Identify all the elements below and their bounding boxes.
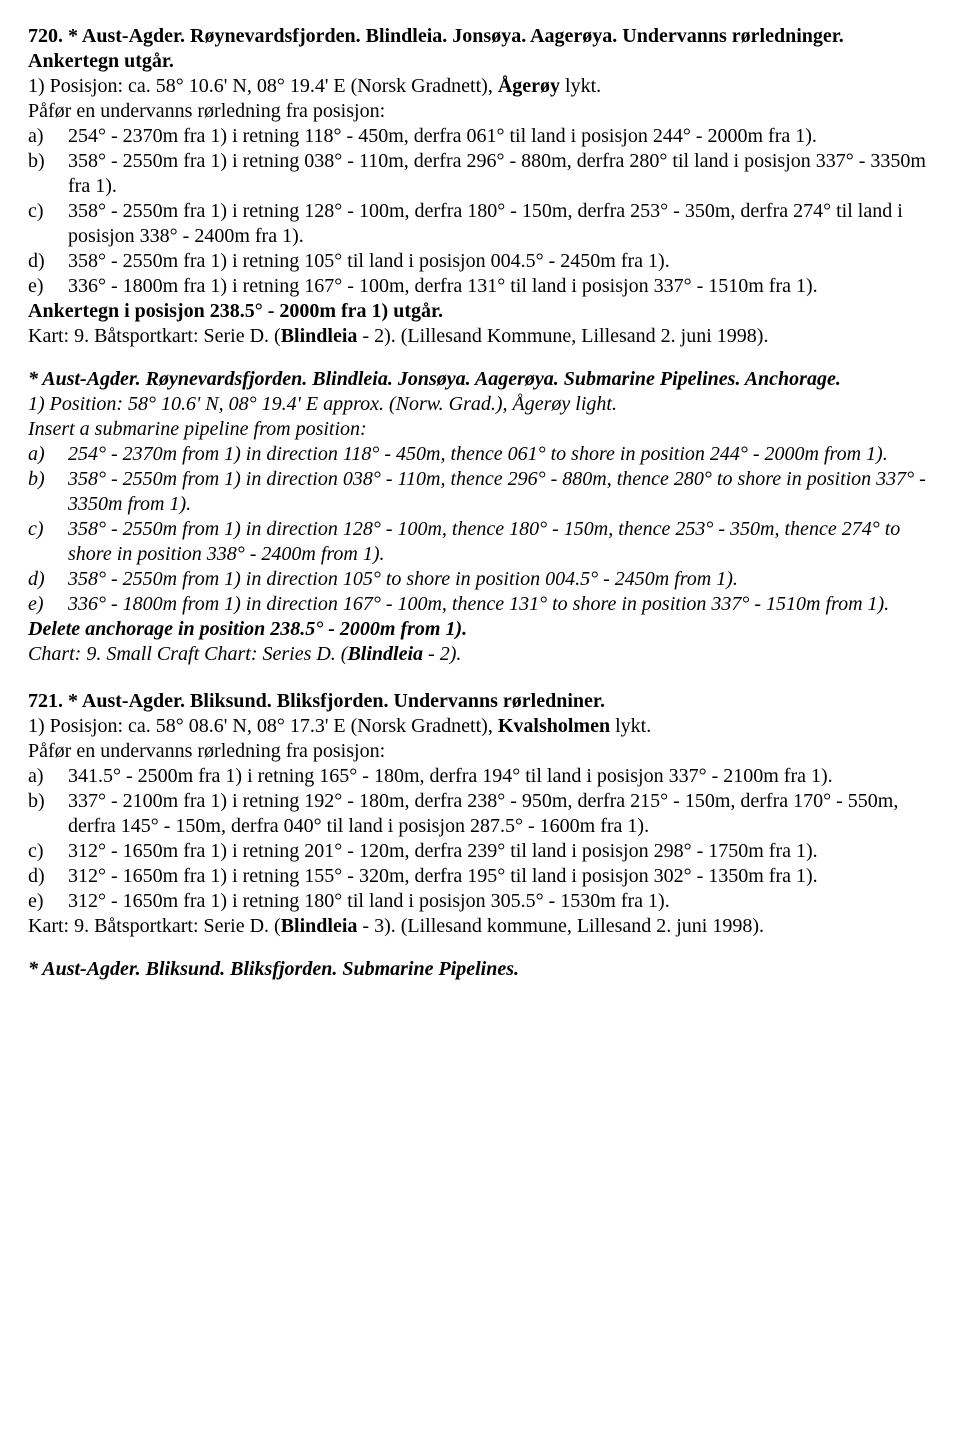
chart-line: Kart: 9. Båtsportkart: Serie D. (Blindle… [28, 324, 932, 349]
item-label: d) [28, 249, 68, 274]
item-text: 336° - 1800m from 1) in direction 167° -… [68, 592, 932, 617]
position-tail: lykt. [560, 75, 601, 97]
item-label: b) [28, 789, 68, 839]
notice-721: 721. * Aust-Agder. Bliksund. Bliksfjorde… [28, 689, 932, 982]
item-label: a) [28, 442, 68, 467]
item-label: a) [28, 124, 68, 149]
en-intro: Insert a submarine pipeline from positio… [28, 417, 932, 442]
item-text: 254° - 2370m fra 1) i retning 118° - 450… [68, 124, 932, 149]
item-label: d) [28, 567, 68, 592]
position-name: Ågerøy [498, 75, 560, 97]
en-position: 1) Position: 58° 10.6' N, 08° 19.4' E ap… [28, 392, 932, 417]
item-text: 341.5° - 2500m fra 1) i retning 165° - 1… [68, 764, 932, 789]
item-label: e) [28, 274, 68, 299]
en-chart-line: Chart: 9. Small Craft Chart: Series D. (… [28, 642, 932, 667]
item-text: 358° - 2550m fra 1) i retning 038° - 110… [68, 149, 932, 199]
item-list: a) 254° - 2370m fra 1) i retning 118° - … [28, 124, 932, 299]
item-text: 358° - 2550m from 1) in direction 128° -… [68, 517, 932, 567]
item-list: a) 341.5° - 2500m fra 1) i retning 165° … [28, 764, 932, 914]
en-delete: Delete anchorage in position 238.5° - 20… [28, 617, 932, 642]
item-text: 312° - 1650m fra 1) i retning 201° - 120… [68, 839, 932, 864]
intro-line: Påfør en undervanns rørledning fra posis… [28, 99, 932, 124]
item-text: 358° - 2550m from 1) in direction 038° -… [68, 467, 932, 517]
en-title: * Aust-Agder. Bliksund. Bliksfjorden. Su… [28, 957, 932, 982]
position-line: 1) Posisjon: ca. 58° 08.6' N, 08° 17.3' … [28, 714, 932, 739]
item-label: d) [28, 864, 68, 889]
notice-720: 720. * Aust-Agder. Røynevardsfjorden. Bl… [28, 24, 932, 667]
notice-title: 720. * Aust-Agder. Røynevardsfjorden. Bl… [28, 24, 932, 74]
item-text: 358° - 2550m fra 1) i retning 128° - 100… [68, 199, 932, 249]
item-text: 337° - 2100m fra 1) i retning 192° - 180… [68, 789, 932, 839]
intro-line: Påfør en undervanns rørledning fra posis… [28, 739, 932, 764]
position-text: 1) Posisjon: ca. 58° 08.6' N, 08° 17.3' … [28, 715, 498, 737]
item-label: a) [28, 764, 68, 789]
item-text: 358° - 2550m fra 1) i retning 105° til l… [68, 249, 932, 274]
position-name: Kvalsholmen [498, 715, 610, 737]
item-text: 336° - 1800m fra 1) i retning 167° - 100… [68, 274, 932, 299]
chart-line: Kart: 9. Båtsportkart: Serie D. (Blindle… [28, 914, 932, 939]
item-text: 254° - 2370m from 1) in direction 118° -… [68, 442, 932, 467]
anchorage-line: Ankertegn i posisjon 238.5° - 2000m fra … [28, 299, 932, 324]
position-line: 1) Posisjon: ca. 58° 10.6' N, 08° 19.4' … [28, 74, 932, 99]
item-label: b) [28, 467, 68, 517]
item-text: 312° - 1650m fra 1) i retning 155° - 320… [68, 864, 932, 889]
position-text: 1) Posisjon: ca. 58° 10.6' N, 08° 19.4' … [28, 75, 498, 97]
notice-title: 721. * Aust-Agder. Bliksund. Bliksfjorde… [28, 689, 932, 714]
en-title: * Aust-Agder. Røynevardsfjorden. Blindle… [28, 367, 932, 392]
item-label: e) [28, 889, 68, 914]
item-text: 312° - 1650m fra 1) i retning 180° til l… [68, 889, 932, 914]
item-label: c) [28, 199, 68, 249]
item-label: e) [28, 592, 68, 617]
position-tail: lykt. [610, 715, 651, 737]
en-item-list: a) 254° - 2370m from 1) in direction 118… [28, 442, 932, 617]
item-label: c) [28, 517, 68, 567]
item-label: c) [28, 839, 68, 864]
item-label: b) [28, 149, 68, 199]
item-text: 358° - 2550m from 1) in direction 105° t… [68, 567, 932, 592]
